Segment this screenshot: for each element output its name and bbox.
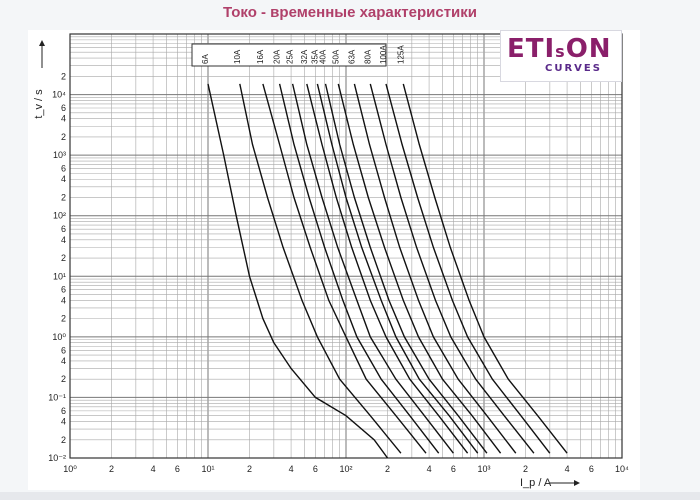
x-tick-label: 4 bbox=[565, 464, 570, 474]
series-label-40A: 40A bbox=[319, 49, 328, 64]
y-tick-label: 10⁻¹ bbox=[48, 392, 66, 402]
y-tick-label: 2 bbox=[61, 132, 66, 142]
x-tick-label: 10² bbox=[339, 464, 352, 474]
y-tick-label: 2 bbox=[61, 435, 66, 445]
y-tick-label: 10⁰ bbox=[52, 332, 66, 342]
series-curve-35A bbox=[316, 83, 479, 454]
time-current-chart: 10⁰ 2 4 6 10¹ 2 4 6 10² 2 4 6 10³ 2 4 6 10⁴10⁻²24610⁻¹24… bbox=[33, 33, 629, 489]
series-label-63A: 63A bbox=[347, 49, 356, 64]
series-curve-6A bbox=[207, 83, 389, 459]
x-tick-label: 2 bbox=[385, 464, 390, 474]
series-curve-16A bbox=[262, 83, 427, 454]
x-tick-label: 2 bbox=[247, 464, 252, 474]
series-curve-25A bbox=[291, 83, 454, 454]
etison-logo: ETIsON CURVES bbox=[500, 30, 622, 82]
series-label-35A: 35A bbox=[310, 49, 319, 64]
series-curve-20A bbox=[278, 83, 440, 454]
y-tick-label: 2 bbox=[61, 314, 66, 324]
y-tick-label: 10⁴ bbox=[52, 90, 66, 100]
x-tick-label: 10¹ bbox=[201, 464, 214, 474]
series-label-16A: 16A bbox=[256, 49, 265, 64]
y-tick-label: 4 bbox=[61, 235, 66, 245]
y-tick-label: 6 bbox=[61, 103, 66, 113]
y-tick-label: 4 bbox=[61, 114, 66, 124]
x-tick-label: 4 bbox=[151, 464, 156, 474]
x-tick-label: 2 bbox=[109, 464, 114, 474]
x-axis-label: I_p / A bbox=[520, 477, 552, 489]
series-curve-63A bbox=[353, 83, 517, 454]
x-tick-label: 4 bbox=[289, 464, 294, 474]
series-curve-32A bbox=[306, 83, 469, 454]
y-tick-label: 4 bbox=[61, 356, 66, 366]
series-label-80A: 80A bbox=[363, 49, 372, 64]
x-tick-label: 10⁴ bbox=[615, 464, 629, 474]
logo-main-text: ETIsON bbox=[507, 34, 612, 64]
x-tick-label: 10³ bbox=[477, 464, 490, 474]
series-curve-50A bbox=[337, 83, 502, 454]
y-tick-label: 10² bbox=[53, 211, 66, 221]
series-curve-40A bbox=[324, 83, 488, 454]
y-tick-label: 2 bbox=[61, 71, 66, 81]
series-label-25A: 25A bbox=[286, 49, 295, 64]
y-tick-label: 6 bbox=[61, 406, 66, 416]
x-axis-arrowhead bbox=[574, 480, 580, 486]
series-curve-125A bbox=[402, 83, 568, 454]
y-tick-label: 6 bbox=[61, 345, 66, 355]
y-tick-label: 4 bbox=[61, 417, 66, 427]
series-label-6A: 6A bbox=[201, 54, 210, 64]
y-tick-label: 2 bbox=[61, 192, 66, 202]
y-axis-label: t_v / s bbox=[33, 89, 45, 119]
x-tick-label: 6 bbox=[589, 464, 594, 474]
logo-sub-text: CURVES bbox=[545, 63, 602, 74]
series-curve-100A bbox=[385, 83, 551, 454]
y-tick-label: 10³ bbox=[53, 150, 66, 160]
series-label-125A: 125A bbox=[396, 45, 405, 64]
legend-box bbox=[191, 43, 387, 67]
y-tick-label: 10⁻² bbox=[48, 453, 66, 463]
chart-area: 10⁰ 2 4 6 10¹ 2 4 6 10² 2 4 6 10³ 2 4 6 10⁴ 10⁻² 2 4 6 10⁻¹ 2 4… bbox=[28, 30, 640, 490]
x-tick-label: 6 bbox=[313, 464, 318, 474]
y-tick-label: 10¹ bbox=[53, 271, 66, 281]
x-tick-label: 10⁰ bbox=[63, 464, 77, 474]
y-tick-label: 6 bbox=[61, 224, 66, 234]
y-tick-label: 4 bbox=[61, 174, 66, 184]
plot-frame bbox=[69, 33, 623, 459]
y-tick-label: 2 bbox=[61, 253, 66, 263]
y-axis-arrowhead bbox=[39, 40, 45, 46]
series-label-50A: 50A bbox=[331, 49, 340, 64]
y-tick-label: 4 bbox=[61, 295, 66, 305]
series-label-10A: 10A bbox=[233, 49, 242, 64]
x-tick-label: 6 bbox=[175, 464, 180, 474]
y-tick-label: 6 bbox=[61, 285, 66, 295]
x-tick-label: 4 bbox=[427, 464, 432, 474]
series-label-20A: 20A bbox=[273, 49, 282, 64]
x-tick-label: 6 bbox=[451, 464, 456, 474]
page-title: Токо - временные характеристики bbox=[223, 4, 477, 21]
series-curve-10A bbox=[239, 83, 402, 454]
bottom-strip bbox=[0, 492, 700, 500]
y-tick-label: 2 bbox=[61, 374, 66, 384]
y-tick-label: 6 bbox=[61, 164, 66, 174]
x-tick-label: 2 bbox=[523, 464, 528, 474]
series-curve-80A bbox=[369, 83, 535, 454]
series-label-100A: 100A bbox=[379, 45, 388, 64]
series-label-32A: 32A bbox=[300, 49, 309, 64]
